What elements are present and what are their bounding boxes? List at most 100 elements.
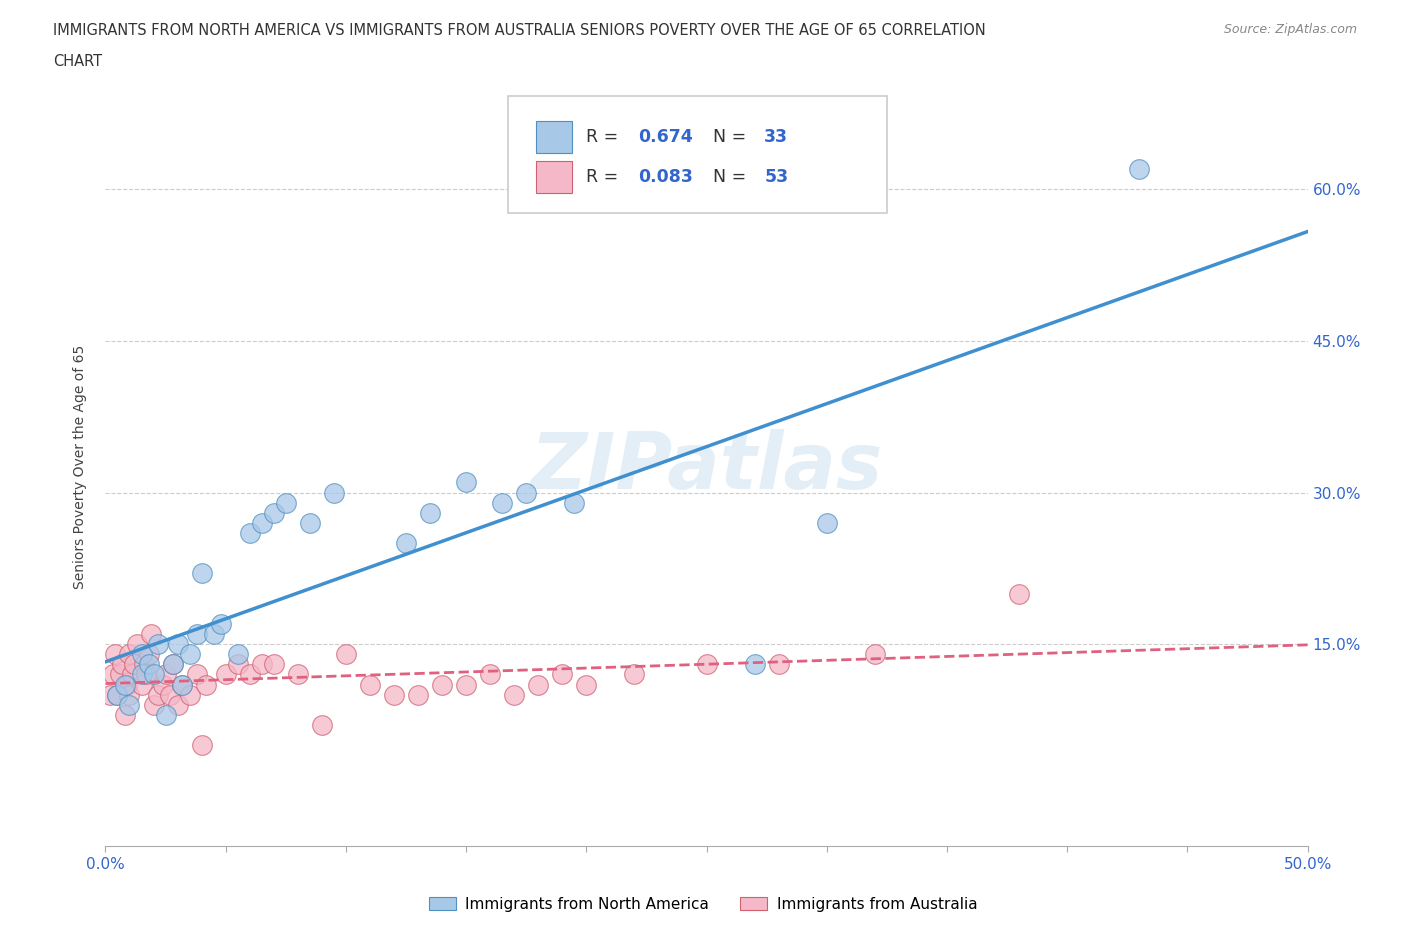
Point xyxy=(768,657,790,671)
Point xyxy=(311,718,333,733)
Point xyxy=(744,657,766,671)
Point xyxy=(118,687,141,702)
Point xyxy=(155,708,177,723)
Point xyxy=(239,525,262,540)
Point xyxy=(491,496,513,511)
Point xyxy=(172,677,194,692)
Point xyxy=(395,536,418,551)
Point xyxy=(139,627,162,642)
Text: N =: N = xyxy=(713,128,751,146)
Text: 0.083: 0.083 xyxy=(638,168,693,186)
Point xyxy=(115,677,138,692)
Point xyxy=(118,698,141,712)
Point xyxy=(527,677,550,692)
Point xyxy=(287,667,309,682)
Text: ZIPatlas: ZIPatlas xyxy=(530,430,883,505)
Point xyxy=(131,647,153,662)
Point xyxy=(430,677,453,692)
Point xyxy=(138,647,160,662)
Point xyxy=(114,677,136,692)
Point xyxy=(263,505,285,520)
Point xyxy=(551,667,574,682)
Point xyxy=(250,657,273,671)
Point xyxy=(114,708,136,723)
Point xyxy=(101,667,124,682)
Point xyxy=(1128,162,1150,177)
Point xyxy=(162,657,184,671)
Point xyxy=(108,667,131,682)
Y-axis label: Seniors Poverty Over the Age of 65: Seniors Poverty Over the Age of 65 xyxy=(73,345,87,590)
Point xyxy=(125,637,148,652)
Text: Source: ZipAtlas.com: Source: ZipAtlas.com xyxy=(1223,23,1357,36)
Point xyxy=(214,667,236,682)
Point xyxy=(209,617,232,631)
Point xyxy=(159,687,181,702)
Point xyxy=(155,667,177,682)
Point xyxy=(179,687,201,702)
Point xyxy=(186,667,208,682)
Text: R =: R = xyxy=(586,168,624,186)
Point xyxy=(142,698,165,712)
Point xyxy=(815,515,838,530)
Point xyxy=(202,627,225,642)
Point xyxy=(382,687,405,702)
Point xyxy=(575,677,598,692)
Point xyxy=(298,515,321,530)
FancyBboxPatch shape xyxy=(508,96,887,213)
Point xyxy=(335,647,357,662)
Point xyxy=(190,737,212,752)
Point xyxy=(138,657,160,671)
Point xyxy=(863,647,886,662)
Point xyxy=(142,667,165,682)
Point xyxy=(696,657,718,671)
Text: 33: 33 xyxy=(765,128,789,146)
Point xyxy=(132,657,155,671)
Point xyxy=(121,667,143,682)
Text: 0.674: 0.674 xyxy=(638,128,693,146)
Text: 53: 53 xyxy=(765,168,789,186)
Point xyxy=(322,485,344,500)
Point xyxy=(107,687,129,702)
Point xyxy=(98,687,121,702)
Text: N =: N = xyxy=(713,168,751,186)
Point xyxy=(226,647,249,662)
Point xyxy=(195,677,218,692)
Point xyxy=(263,657,285,671)
Point xyxy=(179,647,201,662)
Point xyxy=(124,657,146,671)
Point xyxy=(515,485,537,500)
Point xyxy=(162,657,184,671)
Point xyxy=(107,687,129,702)
Point xyxy=(454,677,477,692)
Point xyxy=(152,677,174,692)
Point xyxy=(131,677,153,692)
Point xyxy=(186,627,208,642)
Text: CHART: CHART xyxy=(53,54,103,69)
FancyBboxPatch shape xyxy=(536,161,572,193)
Point xyxy=(419,505,441,520)
Text: IMMIGRANTS FROM NORTH AMERICA VS IMMIGRANTS FROM AUSTRALIA SENIORS POVERTY OVER : IMMIGRANTS FROM NORTH AMERICA VS IMMIGRA… xyxy=(53,23,986,38)
Point xyxy=(623,667,645,682)
Point xyxy=(190,566,212,581)
Point xyxy=(172,677,194,692)
Text: R =: R = xyxy=(586,128,624,146)
Point xyxy=(166,637,188,652)
Point xyxy=(111,657,134,671)
Point xyxy=(131,667,153,682)
Point xyxy=(118,647,141,662)
Point xyxy=(406,687,429,702)
Point xyxy=(359,677,381,692)
Point xyxy=(454,475,477,490)
Point xyxy=(479,667,502,682)
Point xyxy=(1008,586,1031,601)
Point xyxy=(166,698,188,712)
Point xyxy=(226,657,249,671)
Point xyxy=(274,496,297,511)
Legend: Immigrants from North America, Immigrants from Australia: Immigrants from North America, Immigrant… xyxy=(423,890,983,918)
Point xyxy=(148,637,170,652)
Point xyxy=(250,515,273,530)
Point xyxy=(135,667,157,682)
Point xyxy=(148,687,170,702)
Point xyxy=(503,687,526,702)
FancyBboxPatch shape xyxy=(536,121,572,153)
